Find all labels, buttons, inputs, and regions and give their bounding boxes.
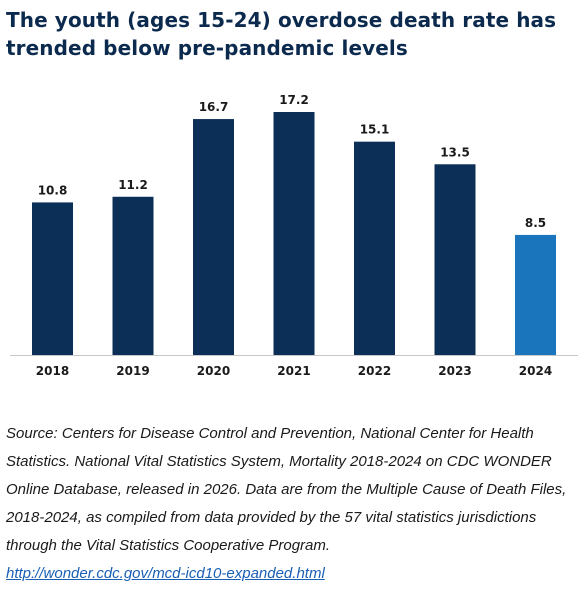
bar-chart: 10.8 11.2 16.7 17.2 15.1 13.5 8.5 2018 2019 2020… [10,93,578,378]
data-label-2023: 13.5 [440,145,470,159]
x-tick-label-2022: 2022 [358,364,391,378]
x-tick-label-2021: 2021 [277,364,310,378]
bar-2022 [354,141,395,355]
bar-2021 [273,112,315,355]
x-tick-label-2019: 2019 [116,364,149,378]
bar-2024 [515,234,556,355]
x-tick-label-2020: 2020 [197,364,230,378]
chart-title: The youth (ages 15-24) overdose death ra… [6,8,557,60]
bar-2023 [434,164,476,355]
bar-2020 [193,119,234,355]
data-label-2019: 11.2 [118,178,148,192]
data-label-2024: 8.5 [525,216,546,230]
x-tick-label-2018: 2018 [36,364,69,378]
source-note: Source: Centers for Disease Control and … [6,420,582,588]
bar-2018 [32,202,73,355]
x-tick-label-2024: 2024 [519,364,552,378]
data-label-2020: 16.7 [199,100,229,114]
data-label-2018: 10.8 [38,183,68,197]
data-label-2021: 17.2 [279,93,309,107]
bar-group: 10.8 11.2 16.7 17.2 15.1 13.5 8.5 [32,93,556,355]
data-label-2022: 15.1 [360,123,390,137]
source-text: Source: Centers for Disease Control and … [6,425,567,554]
x-tick-label-2023: 2023 [438,364,471,378]
bar-2019 [112,196,154,355]
source-link[interactable]: http://wonder.cdc.gov/mcd-icd10-expanded… [6,565,325,582]
x-axis-tick-labels: 2018 2019 2020 2021 2022 2023 2024 [36,364,552,378]
